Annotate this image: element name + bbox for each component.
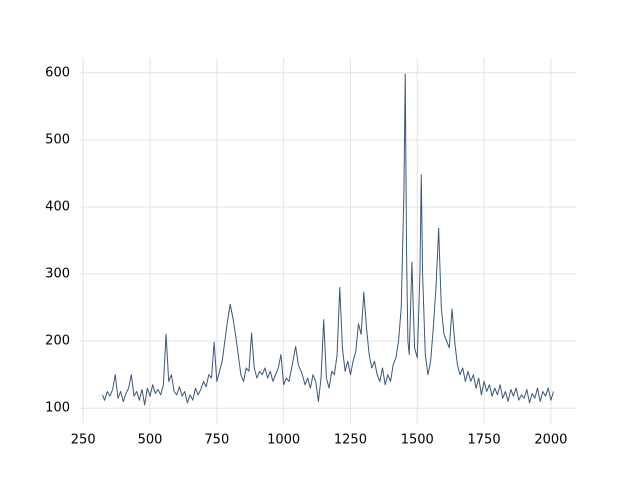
y-tick-label: 200: [45, 334, 70, 349]
x-tick-label: 750: [204, 433, 229, 448]
y-tick-label: 600: [45, 65, 70, 80]
x-tick-label: 1250: [334, 433, 367, 448]
y-tick-label: 300: [45, 267, 70, 282]
y-tick-label: 400: [45, 199, 70, 214]
x-tick-label: 500: [138, 433, 163, 448]
y-tick-label: 100: [45, 401, 70, 416]
x-tick-label: 1500: [401, 433, 434, 448]
x-tick-label: 1750: [468, 433, 501, 448]
data-line: [101, 73, 555, 406]
y-tick-label: 500: [45, 132, 70, 147]
x-tick-label: 1000: [267, 433, 300, 448]
x-tick-label: 250: [71, 433, 96, 448]
x-tick-label: 2000: [534, 433, 567, 448]
